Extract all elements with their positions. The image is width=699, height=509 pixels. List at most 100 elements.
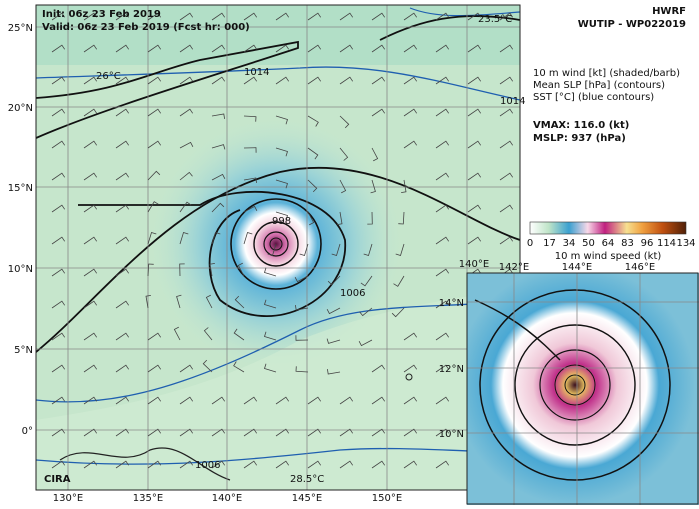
wind-barb	[211, 44, 226, 53]
wind-barb	[371, 460, 386, 469]
main-map	[36, 5, 520, 490]
wind-barb	[275, 115, 289, 125]
wind-barb	[145, 295, 151, 309]
wind-barb	[295, 335, 309, 341]
wind-barb	[326, 338, 341, 344]
lon-label: 145°E	[292, 493, 322, 504]
wind-barb	[115, 204, 130, 213]
colorbar-tick: 64	[602, 238, 615, 249]
wind-barb	[275, 460, 290, 469]
wind-barb	[83, 140, 98, 149]
wind-barb	[243, 428, 258, 437]
colorbar-tick: 134	[676, 238, 695, 249]
wind-barb	[211, 460, 226, 469]
wind-barb	[243, 44, 258, 53]
wind-barb	[398, 211, 405, 225]
wind-barb	[115, 460, 130, 469]
wind-barb	[403, 396, 418, 405]
wind-barb	[51, 396, 66, 405]
wind-barb	[435, 364, 450, 373]
wind-barb	[234, 295, 245, 309]
wind-barb	[299, 243, 309, 257]
inset-lon-label: 146°E	[625, 262, 655, 273]
inset-map	[467, 273, 699, 505]
wind-barb	[499, 76, 514, 85]
wind-barb	[147, 108, 162, 117]
wind-barb	[83, 236, 98, 245]
wind-barb	[179, 12, 194, 21]
wind-barb	[339, 76, 354, 85]
colorbar-label: 10 m wind speed (kt)	[555, 251, 662, 262]
wind-barb	[393, 275, 405, 287]
wind-barb	[358, 339, 373, 347]
contour-label: 998	[272, 216, 291, 227]
wind-barb	[147, 263, 154, 277]
wind-barb	[371, 108, 386, 117]
wind-barb	[467, 76, 482, 85]
wind-barb	[115, 172, 130, 181]
wind-barb	[467, 204, 482, 213]
wind-barb	[147, 170, 161, 181]
wind-barb	[435, 12, 450, 21]
wind-barb	[275, 179, 289, 189]
vmax: VMAX: 116.0 (kt)	[533, 120, 629, 131]
wind-barb	[435, 140, 450, 149]
wind-barb	[211, 76, 226, 85]
wind-barb	[83, 428, 98, 437]
wind-barb	[51, 12, 66, 21]
wind-barb	[339, 44, 354, 53]
wind-barb	[307, 211, 315, 226]
field-description: SST [°C] (blue contours)	[533, 92, 654, 103]
lon-label: 135°E	[133, 493, 163, 504]
wind-barb	[403, 108, 418, 117]
wind-barb	[115, 140, 130, 149]
wind-barb	[467, 236, 482, 245]
wind-barb	[115, 44, 130, 53]
wind-barb	[83, 12, 98, 21]
wind-barb	[403, 460, 418, 469]
wind-barb	[211, 396, 226, 405]
wind-barb	[179, 263, 185, 277]
lat-label: 0°	[22, 426, 33, 437]
wind-barb	[307, 44, 322, 53]
wind-barb	[435, 76, 450, 85]
valid-time: Valid: 06z 23 Feb 2019 (Fcst hr: 000)	[42, 22, 250, 33]
wind-barb	[83, 364, 98, 373]
wind-barb	[243, 147, 257, 153]
wind-barb	[307, 428, 322, 437]
wind-barb	[295, 305, 309, 311]
wind-barb	[435, 44, 450, 53]
wind-barb	[367, 211, 373, 225]
wind-barb	[115, 332, 130, 341]
wind-barb	[359, 307, 373, 317]
colorbar-tick: 96	[641, 238, 654, 249]
wind-barb	[295, 366, 309, 373]
lat-label: 15°N	[8, 183, 33, 194]
wind-barb	[337, 211, 343, 225]
wind-barb	[83, 204, 98, 213]
wind-barb	[467, 108, 482, 117]
wind-barb	[371, 147, 379, 162]
wind-barb	[499, 44, 514, 53]
wind-barb	[83, 300, 98, 309]
wind-barb	[435, 172, 450, 181]
init-time: Init: 06z 23 Feb 2019	[42, 9, 161, 20]
wind-barb	[339, 12, 354, 21]
lon-label: 140°E	[212, 493, 242, 504]
wind-barb	[147, 428, 162, 437]
wind-barb	[147, 396, 162, 405]
wind-barb	[275, 211, 289, 221]
colorbar-tick: 114	[657, 238, 676, 249]
colorbar-tick: 34	[563, 238, 576, 249]
wind-barb	[371, 428, 386, 437]
wind-barb	[179, 76, 194, 85]
contour-label: 23.5°C	[478, 14, 512, 25]
wind-barb	[307, 147, 319, 160]
wind-barb	[211, 113, 225, 119]
wind-barb	[363, 243, 373, 257]
field-description: 10 m wind [kt] (shaded/barb)	[533, 68, 680, 79]
wind-barb	[403, 332, 418, 341]
wind-barb	[267, 243, 277, 257]
wind-barb	[179, 108, 194, 117]
wind-barb	[326, 307, 341, 315]
